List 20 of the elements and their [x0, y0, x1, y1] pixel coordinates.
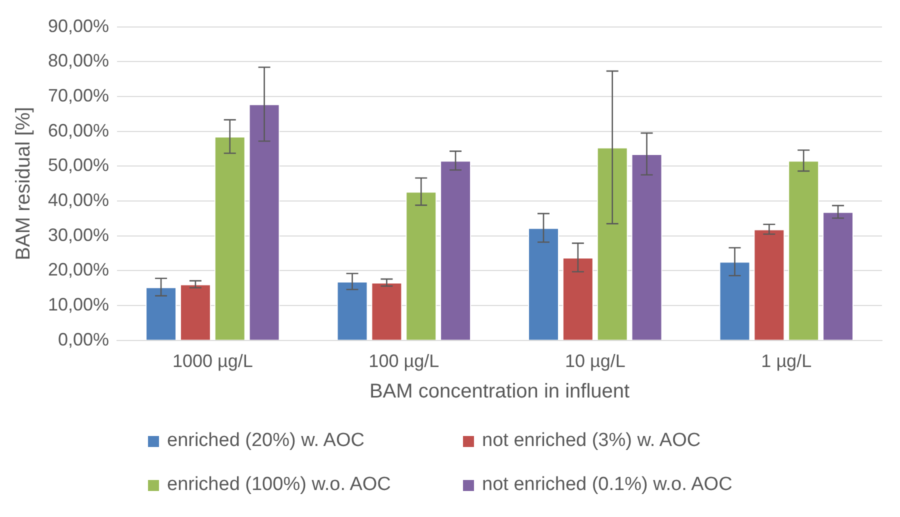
y-tick-label: 50,00% [48, 155, 110, 176]
legend-label: not enriched (0.1%) w.o. AOC [482, 474, 732, 496]
y-tick-label: 90,00% [48, 16, 110, 36]
legend-label: not enriched (3%) w. AOC [482, 430, 701, 452]
y-tick-label: 40,00% [48, 190, 110, 210]
x-tick-label: 1000 µg/L [172, 351, 253, 372]
y-tick-label: 0,00% [58, 329, 110, 350]
legend-label: enriched (100%) w.o. AOC [167, 474, 391, 496]
y-tick-label: 10,00% [48, 294, 110, 315]
y-tick-label: 30,00% [48, 224, 110, 245]
x-tick-label: 1 µg/L [761, 351, 812, 372]
x-tick-label: 100 µg/L [368, 351, 440, 372]
y-axis-title: BAM residual [%] [12, 106, 35, 260]
y-tick-label: 60,00% [48, 120, 110, 140]
y-tick-label: 80,00% [48, 50, 110, 71]
y-tick-label: 20,00% [48, 260, 110, 280]
x-tick-label: 10 µg/L [564, 351, 626, 372]
x-axis-title: BAM concentration in influent [369, 380, 630, 403]
y-tick-label: 70,00% [48, 85, 110, 106]
legend-label: enriched (20%) w. AOC [167, 430, 364, 452]
